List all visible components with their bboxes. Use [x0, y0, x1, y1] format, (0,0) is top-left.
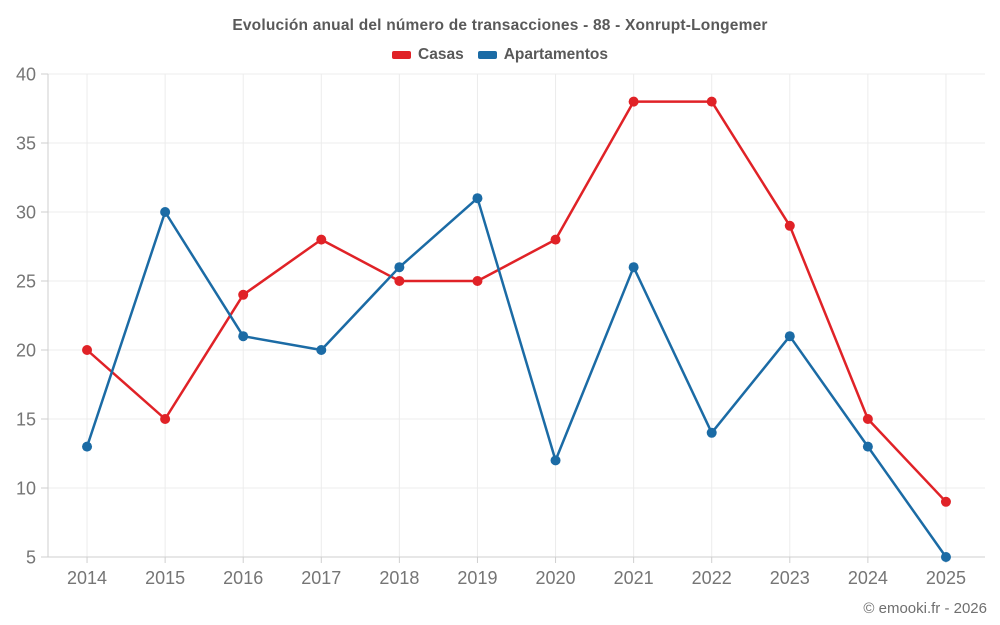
- data-point-apartamentos-2016[interactable]: [238, 331, 249, 342]
- x-tick-label: 2020: [536, 568, 576, 588]
- data-point-casas-2015[interactable]: [160, 414, 171, 424]
- legend-swatch-apartamentos: [477, 51, 497, 59]
- data-point-casas-2018[interactable]: [394, 276, 405, 286]
- y-tick-label: 15: [16, 410, 36, 430]
- y-tick-label: 10: [16, 479, 36, 499]
- x-tick-label: 2024: [848, 568, 888, 588]
- data-point-apartamentos-2022[interactable]: [706, 427, 717, 438]
- chart-title: Evolución anual del número de transaccio…: [232, 17, 768, 34]
- x-tick-label: 2014: [67, 568, 107, 588]
- x-tick-label: 2025: [926, 568, 966, 588]
- legend-swatch-casas: [392, 51, 412, 59]
- legend-item-apartamentos[interactable]: Apartamentos: [477, 46, 608, 64]
- x-tick-label: 2021: [614, 568, 654, 588]
- data-point-casas-2019[interactable]: [472, 276, 483, 286]
- y-tick-label: 40: [16, 65, 36, 85]
- x-tick-label: 2019: [457, 568, 497, 588]
- series-line-apartamentos: [85, 196, 948, 559]
- x-tick-label: 2023: [770, 568, 810, 588]
- y-tick-label: 5: [26, 548, 36, 568]
- data-point-apartamentos-2018[interactable]: [394, 262, 405, 273]
- legend-item-casas[interactable]: Casas: [392, 46, 464, 64]
- data-point-casas-2020[interactable]: [550, 234, 561, 245]
- y-tick-label: 25: [16, 272, 36, 292]
- data-point-casas-2024[interactable]: [862, 414, 873, 424]
- data-point-apartamentos-2020[interactable]: [550, 455, 561, 466]
- x-tick-label: 2016: [223, 568, 263, 588]
- series-line-casas: [85, 100, 948, 504]
- data-point-apartamentos-2025[interactable]: [940, 552, 951, 562]
- legend-label-casas: Casas: [418, 46, 464, 63]
- y-tick-label: 30: [16, 203, 36, 223]
- y-tick-label: 20: [16, 341, 36, 361]
- x-tick-label: 2017: [301, 568, 341, 588]
- data-point-casas-2025[interactable]: [940, 496, 951, 507]
- x-tick-label: 2015: [145, 568, 185, 588]
- legend-label-apartamentos: Apartamentos: [503, 46, 608, 63]
- data-point-apartamentos-2019[interactable]: [472, 193, 483, 204]
- data-point-apartamentos-2021[interactable]: [628, 262, 639, 273]
- chart-legend: Casas Apartamentos: [0, 46, 1000, 64]
- data-point-casas-2022[interactable]: [706, 96, 717, 107]
- data-point-apartamentos-2015[interactable]: [160, 207, 171, 217]
- data-point-casas-2017[interactable]: [316, 234, 327, 245]
- data-point-casas-2014[interactable]: [82, 345, 93, 355]
- data-point-casas-2016[interactable]: [238, 289, 249, 300]
- y-tick-label: 35: [16, 134, 36, 154]
- data-point-apartamentos-2024[interactable]: [862, 441, 873, 452]
- data-point-casas-2021[interactable]: [628, 96, 639, 107]
- data-point-apartamentos-2014[interactable]: [82, 441, 93, 452]
- data-point-apartamentos-2017[interactable]: [316, 345, 327, 355]
- x-tick-label: 2018: [379, 568, 419, 588]
- x-tick-label: 2022: [692, 568, 732, 588]
- data-point-apartamentos-2023[interactable]: [784, 331, 795, 342]
- copyright-credit: © emooki.fr - 2026: [863, 600, 987, 617]
- data-point-casas-2023[interactable]: [784, 220, 795, 231]
